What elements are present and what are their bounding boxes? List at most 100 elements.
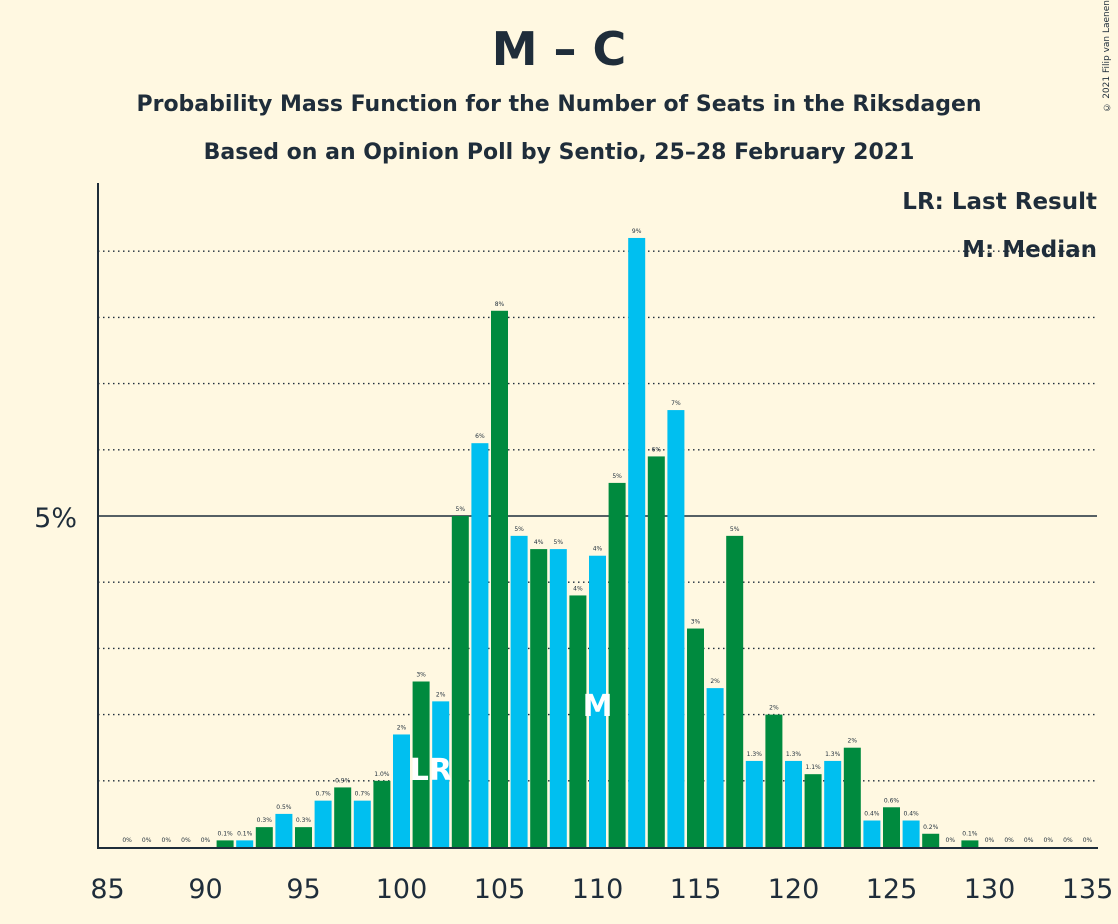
bars [216,237,979,847]
bar-label-86: 0% [122,837,132,844]
bar-label-130: 0% [985,837,995,844]
bar-126 [902,820,920,847]
bar-label-110: 4% [593,546,603,553]
bar-label-105: 8% [495,301,505,308]
bar-label-111: 5% [612,473,622,480]
bar-104 [471,443,489,847]
axes [97,183,1098,849]
bar-121 [804,774,822,847]
bar-99 [373,780,391,847]
grid-lines [98,250,1097,782]
x-tick-120: 120 [768,874,820,905]
bar-label-128: 0% [946,837,956,844]
bar-label-133: 0% [1044,837,1054,844]
bar-110 [589,555,606,847]
bar-115 [687,628,704,847]
bar-127 [922,833,940,847]
bar-label-127: 0.2% [923,824,939,831]
bar-label-95: 0.3% [296,817,312,824]
y-tick-label: 5% [34,503,77,534]
bar-116 [706,688,724,847]
bar-label-131: 0% [1004,837,1014,844]
bar-label-116: 2% [710,678,720,685]
bar-label-124: 0.4% [864,811,880,818]
bar-113 [647,456,665,847]
bar-106 [510,535,528,847]
bar-label-93: 0.3% [257,817,273,824]
bar-label-117: 5% [730,526,740,533]
bar-97 [334,787,352,847]
bar-label-87: 0% [142,837,152,844]
bar-103 [451,516,469,847]
bar-label-126: 0.4% [903,811,919,818]
bar-91 [216,840,234,847]
last-result-marker: LR [410,753,452,788]
bar-label-112: 9% [632,228,642,235]
bar-label-114: 7% [671,400,681,407]
bar-129 [961,840,979,847]
bar-124 [863,820,881,847]
bar-label-102: 2% [436,691,446,698]
bar-109 [569,595,587,847]
bar-label-98: 0.7% [355,791,371,798]
bar-label-115: 3% [691,619,701,626]
bar-label-92: 0.1% [237,830,253,837]
bar-107 [530,549,548,847]
x-tick-105: 105 [474,874,526,905]
bar-122 [824,760,842,847]
bar-96 [314,800,332,847]
bar-111 [608,482,626,847]
bar-118 [745,760,763,847]
x-tick-110: 110 [572,874,624,905]
bar-114 [667,410,685,847]
bar-label-119: 2% [769,705,779,712]
bar-label-89: 0% [181,837,191,844]
chart-subtitle: Probability Mass Function for the Number… [136,92,982,117]
x-tick-labels: 85 90 95 100 105 110 115 120 125 130 135 [90,874,1113,905]
bar-label-101: 3% [416,672,426,679]
x-tick-115: 115 [670,874,722,905]
bar-105 [491,310,508,847]
bar-label-135: 0% [1083,837,1093,844]
x-tick-95: 95 [286,874,320,905]
bar-101 [412,681,430,847]
bar-112 [628,237,646,847]
chart-title: M – C [491,22,627,76]
x-tick-90: 90 [188,874,222,905]
bar-108 [549,549,567,847]
bar-label-125: 0.6% [884,797,900,804]
bar-label-99: 1.0% [374,771,390,778]
bar-102 [432,701,450,847]
bar-label-123: 2% [848,738,858,745]
bar-label-103: 5% [456,506,466,513]
x-tick-130: 130 [964,874,1016,905]
bar-label-104: 6% [475,433,485,440]
bar-label-96: 0.7% [315,791,331,798]
bar-label-121: 1.1% [805,764,821,771]
bar-117 [726,535,744,847]
bar-119 [765,714,783,847]
bar-label-129: 0.1% [962,830,978,837]
bar-label-106: 5% [514,526,524,533]
bar-label-122: 1.3% [825,751,841,758]
bar-label-91: 0.1% [217,830,233,837]
bar-94 [275,813,293,847]
bar-label-88: 0% [162,837,172,844]
bar-93 [255,827,273,847]
bar-label-94: 0.5% [276,804,292,811]
bar-120 [785,760,802,847]
median-marker: M [583,689,613,724]
legend-median: M: Median [962,237,1097,263]
x-tick-135: 135 [1062,874,1114,905]
bar-labels: 0% 0% 0% 0% 0%0.1% 0.1%0.3%0.5%0.3%0.7%0.9%0.… [122,228,1092,844]
bar-label-100: 2% [397,724,407,731]
bar-label-113: 6% [652,446,662,453]
bar-100 [393,734,410,847]
x-tick-125: 125 [866,874,918,905]
bar-95 [295,827,312,847]
bar-label-134: 0% [1063,837,1073,844]
bar-label-118: 1.3% [747,751,763,758]
legend-last-result: LR: Last Result [902,189,1097,215]
chart-subtitle-2: Based on an Opinion Poll by Sentio, 25–2… [203,140,915,165]
